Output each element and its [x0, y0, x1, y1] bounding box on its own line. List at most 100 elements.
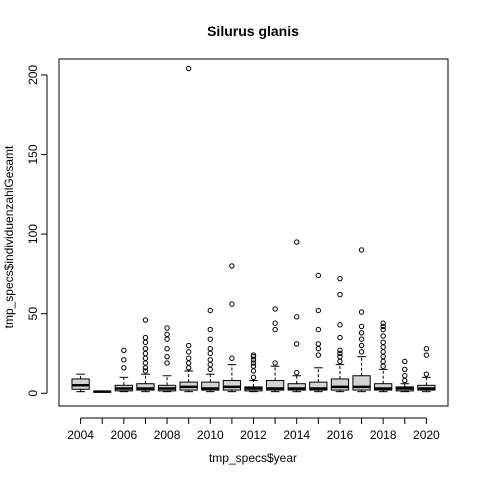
outlier-point: [142, 360, 149, 366]
outlier-point: [423, 352, 430, 358]
outlier-point: [380, 320, 386, 326]
outlier-point: [315, 352, 322, 358]
box: [287, 383, 306, 391]
x-tick-label: 2012: [240, 428, 267, 442]
outlier-point: [380, 326, 386, 333]
outlier-point: [229, 263, 235, 269]
outlier-point: [380, 349, 386, 355]
outlier-point: [337, 350, 343, 357]
y-tick-label: 0: [26, 390, 40, 397]
outlier-point: [315, 307, 322, 314]
outlier-point: [207, 361, 213, 368]
outlier-point: [358, 342, 365, 349]
outlier-point: [337, 322, 343, 328]
outlier-point: [142, 350, 149, 357]
outlier-point: [294, 369, 300, 376]
outlier-point: [250, 352, 257, 358]
box: [222, 380, 242, 391]
box: [201, 381, 220, 391]
outlier-point: [294, 239, 300, 245]
outlier-point: [423, 345, 430, 352]
outlier-point: [272, 320, 278, 326]
outlier-point: [423, 371, 430, 377]
box: [374, 383, 393, 391]
x-tick-label: 2004: [67, 428, 94, 442]
x-tick-label: 2006: [110, 428, 137, 442]
outlier-point: [185, 65, 192, 72]
outlier-point: [250, 374, 257, 381]
outlier-point: [358, 336, 365, 342]
outlier-point: [164, 331, 170, 338]
outlier-point: [250, 368, 257, 374]
y-tick-label: 150: [26, 144, 40, 164]
outlier-point: [358, 247, 365, 253]
outlier-point: [380, 323, 386, 330]
outlier-point: [250, 353, 257, 360]
outlier-point: [207, 366, 213, 373]
outlier-point: [207, 326, 213, 333]
outlier-point: [380, 358, 386, 365]
x-axis-label: tmp_specs$year: [209, 451, 297, 465]
outlier-point: [142, 339, 149, 346]
outlier-point: [272, 326, 278, 333]
outlier-point: [229, 355, 235, 361]
x-tick-label: 2018: [370, 428, 397, 442]
outlier-point: [380, 333, 386, 339]
outlier-point: [380, 339, 386, 346]
outlier-point: [164, 345, 170, 352]
outlier-point: [121, 347, 127, 353]
outlier-point: [294, 341, 300, 347]
outlier-point: [337, 334, 343, 341]
outlier-point: [250, 363, 257, 369]
box: [309, 381, 328, 391]
outlier-point: [402, 366, 408, 373]
outlier-point: [337, 291, 343, 298]
outlier-point: [272, 360, 278, 366]
x-tick-label: 2020: [413, 428, 440, 442]
outlier-point: [164, 360, 170, 366]
outlier-point: [207, 345, 213, 352]
outlier-point: [358, 309, 365, 315]
outlier-point: [142, 334, 149, 341]
outlier-point: [380, 363, 386, 369]
outlier-point: [402, 377, 408, 384]
outlier-point: [358, 330, 365, 336]
outlier-point: [315, 326, 322, 333]
outlier-point: [164, 325, 170, 331]
y-tick-label: 50: [26, 307, 40, 321]
outlier-point: [142, 368, 149, 374]
box: [330, 378, 350, 391]
outlier-point: [142, 355, 149, 361]
outlier-point: [229, 301, 235, 307]
outlier-point: [337, 358, 343, 365]
outlier-point: [380, 353, 386, 360]
outlier-point: [315, 341, 322, 347]
outlier-point: [207, 336, 213, 342]
outlier-point: [164, 336, 170, 342]
outlier-point: [142, 317, 149, 323]
outlier-point: [207, 357, 213, 363]
outlier-point: [121, 357, 127, 363]
outlier-point: [380, 344, 386, 350]
outlier-point: [358, 349, 365, 355]
outlier-point: [142, 345, 149, 352]
y-axis-label: tmp_specs$individuenzahlGesamt: [2, 145, 16, 328]
x-tick-label: 2008: [154, 428, 181, 442]
outlier-point: [358, 323, 365, 330]
outlier-point: [272, 306, 278, 312]
plot-frame: [58, 58, 449, 407]
outlier-point: [185, 360, 192, 366]
outlier-point: [294, 314, 300, 320]
outlier-point: [337, 353, 343, 360]
box: [136, 383, 155, 391]
y-tick-label: 200: [26, 65, 40, 85]
outlier-point: [207, 307, 213, 314]
outlier-point: [185, 342, 192, 349]
outlier-point: [402, 373, 408, 379]
x-tick-label: 2010: [197, 428, 224, 442]
outlier-point: [337, 275, 343, 282]
outlier-point: [164, 353, 170, 360]
outlier-point: [250, 360, 257, 366]
outlier-point: [315, 272, 322, 279]
